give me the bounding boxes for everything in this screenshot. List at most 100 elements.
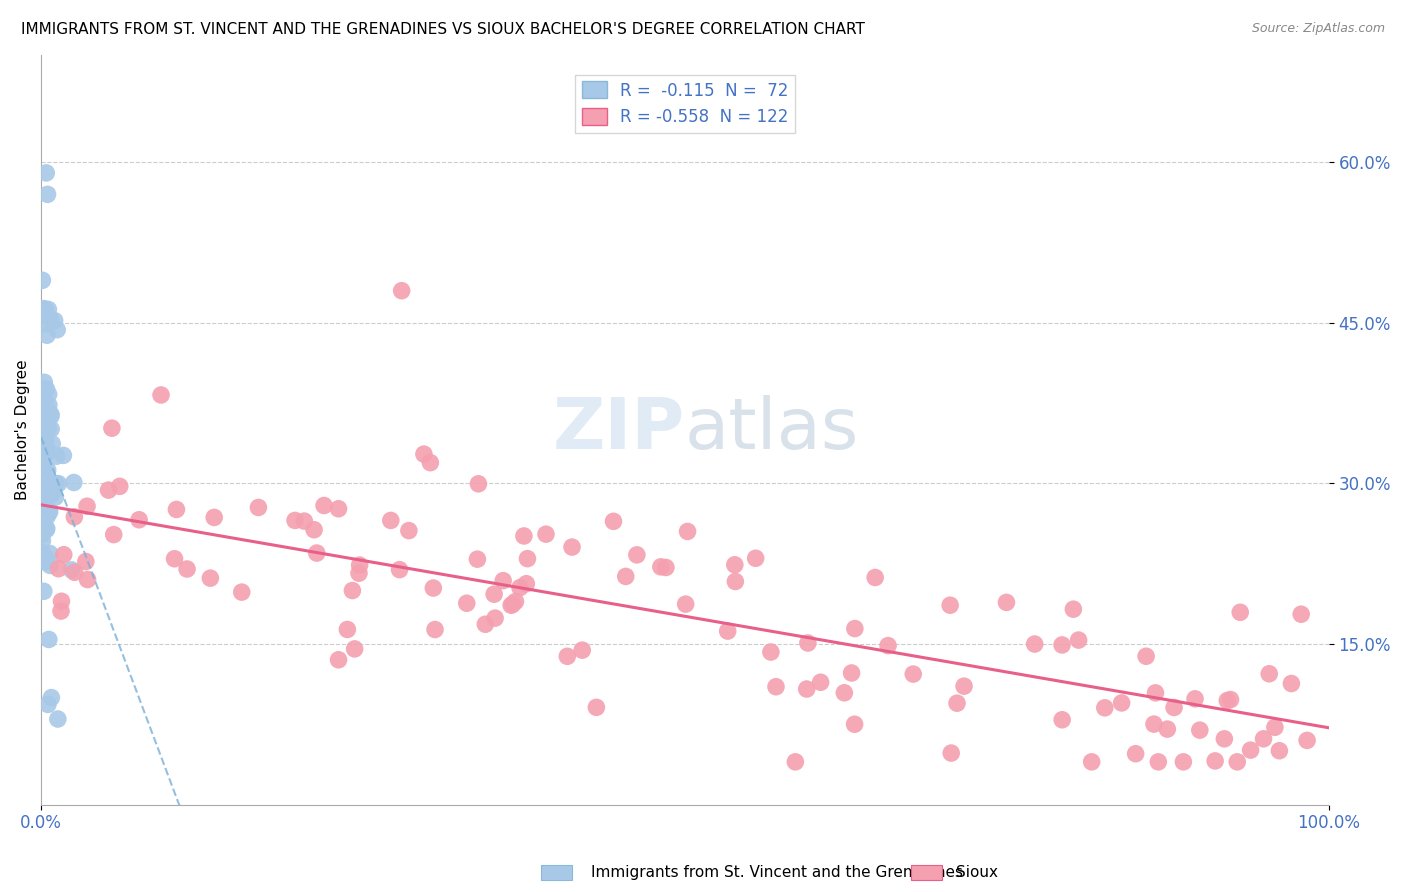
- Point: [380, 513, 402, 527]
- Point: [34, 376, 56, 390]
- Point: [32, 434, 55, 449]
- Point: [516, 551, 538, 566]
- Point: [231, 585, 253, 599]
- Point: [1289, 607, 1312, 622]
- Point: [1268, 744, 1291, 758]
- Point: [103, 527, 125, 541]
- Point: [32, 301, 55, 316]
- Point: [38, 505, 60, 519]
- Point: [31, 428, 53, 442]
- Point: [349, 558, 371, 573]
- Point: [675, 597, 697, 611]
- Text: ZIP: ZIP: [553, 395, 685, 465]
- Point: [45, 476, 67, 491]
- Point: [32, 462, 55, 476]
- Point: [108, 479, 131, 493]
- Point: [34, 425, 56, 439]
- Point: [953, 679, 976, 693]
- Point: [35, 166, 58, 180]
- Point: [509, 581, 531, 595]
- Point: [1163, 700, 1185, 714]
- Point: [413, 447, 436, 461]
- Y-axis label: Bachelor's Degree: Bachelor's Degree: [15, 359, 30, 500]
- Point: [37, 509, 59, 524]
- Point: [1156, 722, 1178, 736]
- Point: [585, 700, 607, 714]
- Point: [202, 510, 225, 524]
- Point: [941, 746, 963, 760]
- Point: [312, 499, 335, 513]
- Point: [834, 686, 856, 700]
- Point: [32, 450, 55, 465]
- Point: [1184, 691, 1206, 706]
- Point: [31, 409, 53, 423]
- Point: [467, 552, 489, 566]
- Point: [1213, 731, 1236, 746]
- Point: [32, 475, 55, 489]
- Point: [676, 524, 699, 539]
- Point: [1067, 633, 1090, 648]
- Point: [724, 558, 747, 572]
- Point: [1173, 755, 1195, 769]
- Point: [995, 595, 1018, 609]
- Point: [35, 484, 58, 499]
- Point: [31, 428, 53, 442]
- Point: [35, 551, 58, 566]
- Point: [52, 548, 75, 562]
- Point: [37, 463, 59, 477]
- Point: [63, 475, 86, 490]
- Point: [765, 680, 787, 694]
- Point: [482, 587, 505, 601]
- Point: [939, 599, 962, 613]
- Point: [555, 649, 578, 664]
- Point: [37, 421, 59, 435]
- Point: [150, 388, 173, 402]
- Point: [31, 434, 53, 449]
- Point: [34, 555, 56, 569]
- Point: [176, 562, 198, 576]
- Point: [37, 302, 59, 317]
- Point: [717, 624, 740, 639]
- Point: [34, 434, 56, 448]
- Point: [284, 513, 307, 527]
- Point: [39, 558, 62, 573]
- Point: [1050, 638, 1073, 652]
- Text: IMMIGRANTS FROM ST. VINCENT AND THE GRENADINES VS SIOUX BACHELOR'S DEGREE CORREL: IMMIGRANTS FROM ST. VINCENT AND THE GREN…: [21, 22, 865, 37]
- Point: [76, 573, 98, 587]
- Point: [41, 487, 63, 501]
- Point: [46, 712, 69, 726]
- Point: [34, 417, 56, 432]
- Point: [903, 667, 925, 681]
- Point: [48, 562, 70, 576]
- Point: [37, 187, 59, 202]
- Point: [39, 409, 62, 424]
- Point: [1024, 637, 1046, 651]
- Point: [796, 681, 818, 696]
- Point: [75, 555, 97, 569]
- Point: [467, 476, 489, 491]
- Point: [347, 566, 370, 581]
- Legend: R =  -0.115  N =  72, R = -0.558  N = 122: R = -0.115 N = 72, R = -0.558 N = 122: [575, 75, 794, 133]
- Point: [41, 690, 63, 705]
- Point: [513, 529, 536, 543]
- Point: [626, 548, 648, 562]
- Point: [38, 547, 60, 561]
- Point: [200, 571, 222, 585]
- Point: [724, 574, 747, 589]
- Point: [32, 434, 55, 449]
- Point: [1188, 723, 1211, 738]
- Point: [97, 483, 120, 497]
- Point: [34, 502, 56, 516]
- Point: [101, 421, 124, 435]
- Point: [1062, 602, 1084, 616]
- Point: [328, 653, 350, 667]
- Point: [1111, 696, 1133, 710]
- Point: [37, 444, 59, 458]
- Point: [810, 675, 832, 690]
- Point: [1226, 755, 1249, 769]
- Point: [515, 576, 537, 591]
- Point: [1229, 605, 1251, 619]
- Point: [38, 632, 60, 647]
- Point: [32, 420, 55, 434]
- Point: [1216, 693, 1239, 707]
